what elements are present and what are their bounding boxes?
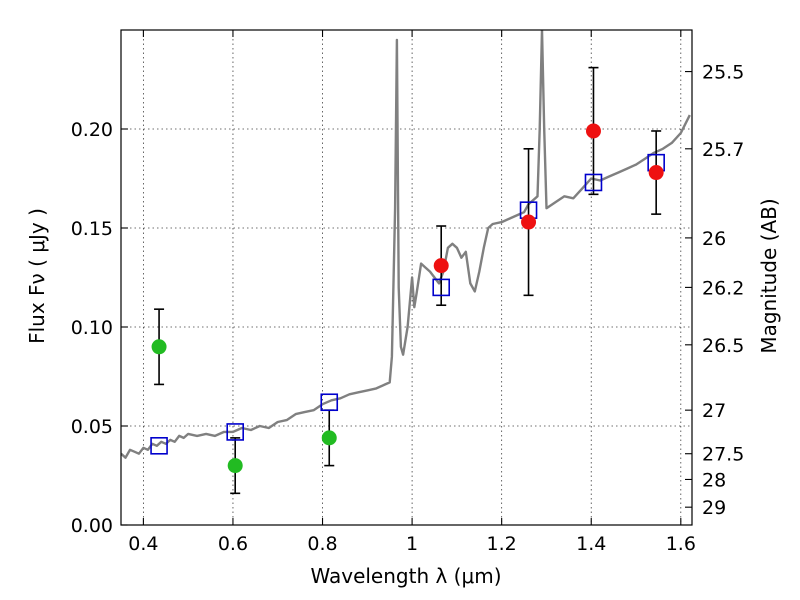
green-data-point [227,458,243,474]
y-axis-label: Flux Fν ( μJy ) [25,208,49,344]
model-box [584,173,603,192]
y-tick-label: 0.10 [71,317,113,339]
red-data-point [585,123,601,139]
model-boxes-layer [150,153,665,455]
mag-tick-label: 26.2 [702,277,744,299]
model-box [320,393,339,412]
x-tick-label: 0.6 [218,533,248,555]
tick-labels-layer: 0.4 0.6 0.8 1 1.2 1.4 1.6 0.00 0.05 0.10 0.15 0.20 2… [71,62,745,555]
model-box [432,278,451,297]
x-axis-label: Wavelength λ (μm) [310,564,501,588]
x-tick-label: 1.4 [576,533,606,555]
y-tick-label: 0.15 [71,218,113,240]
model-spectrum-line [121,30,691,459]
y-tick-label: 0.05 [71,416,113,438]
x-tick-label: 1 [406,533,418,555]
mag-tick-label: 27.5 [702,444,744,466]
model-box [226,423,244,441]
y-tick-label: 0.20 [71,119,113,141]
mag-tick-label: 27 [702,400,726,422]
model-box [150,436,168,455]
x-tick-label: 1.6 [666,533,696,555]
y2-axis-label: Magnitude (AB) [757,198,781,353]
mag-tick-label: 25.5 [702,62,744,84]
mag-tick-label: 29 [702,497,726,519]
x-tick-label: 0.8 [307,533,337,555]
mag-tick-label: 25.7 [702,139,744,161]
model-spectrum-layer [121,30,691,459]
red-data-point [648,165,664,181]
x-tick-label: 0.4 [128,533,158,555]
mag-tick-label: 26 [702,228,726,250]
mag-tick-label: 26.5 [702,335,744,357]
red-data-point [433,258,449,274]
y-tick-label: 0.00 [71,515,113,537]
grid [121,30,692,526]
green-data-point [321,430,337,446]
error-bars-layer [154,66,662,495]
data-points-layer [151,123,664,474]
red-data-point [521,214,537,230]
ticks-layer [121,30,692,526]
mag-tick-label: 28 [702,469,726,491]
plot-frame [120,29,693,526]
green-data-point [151,339,167,355]
x-tick-label: 1.2 [487,533,517,555]
